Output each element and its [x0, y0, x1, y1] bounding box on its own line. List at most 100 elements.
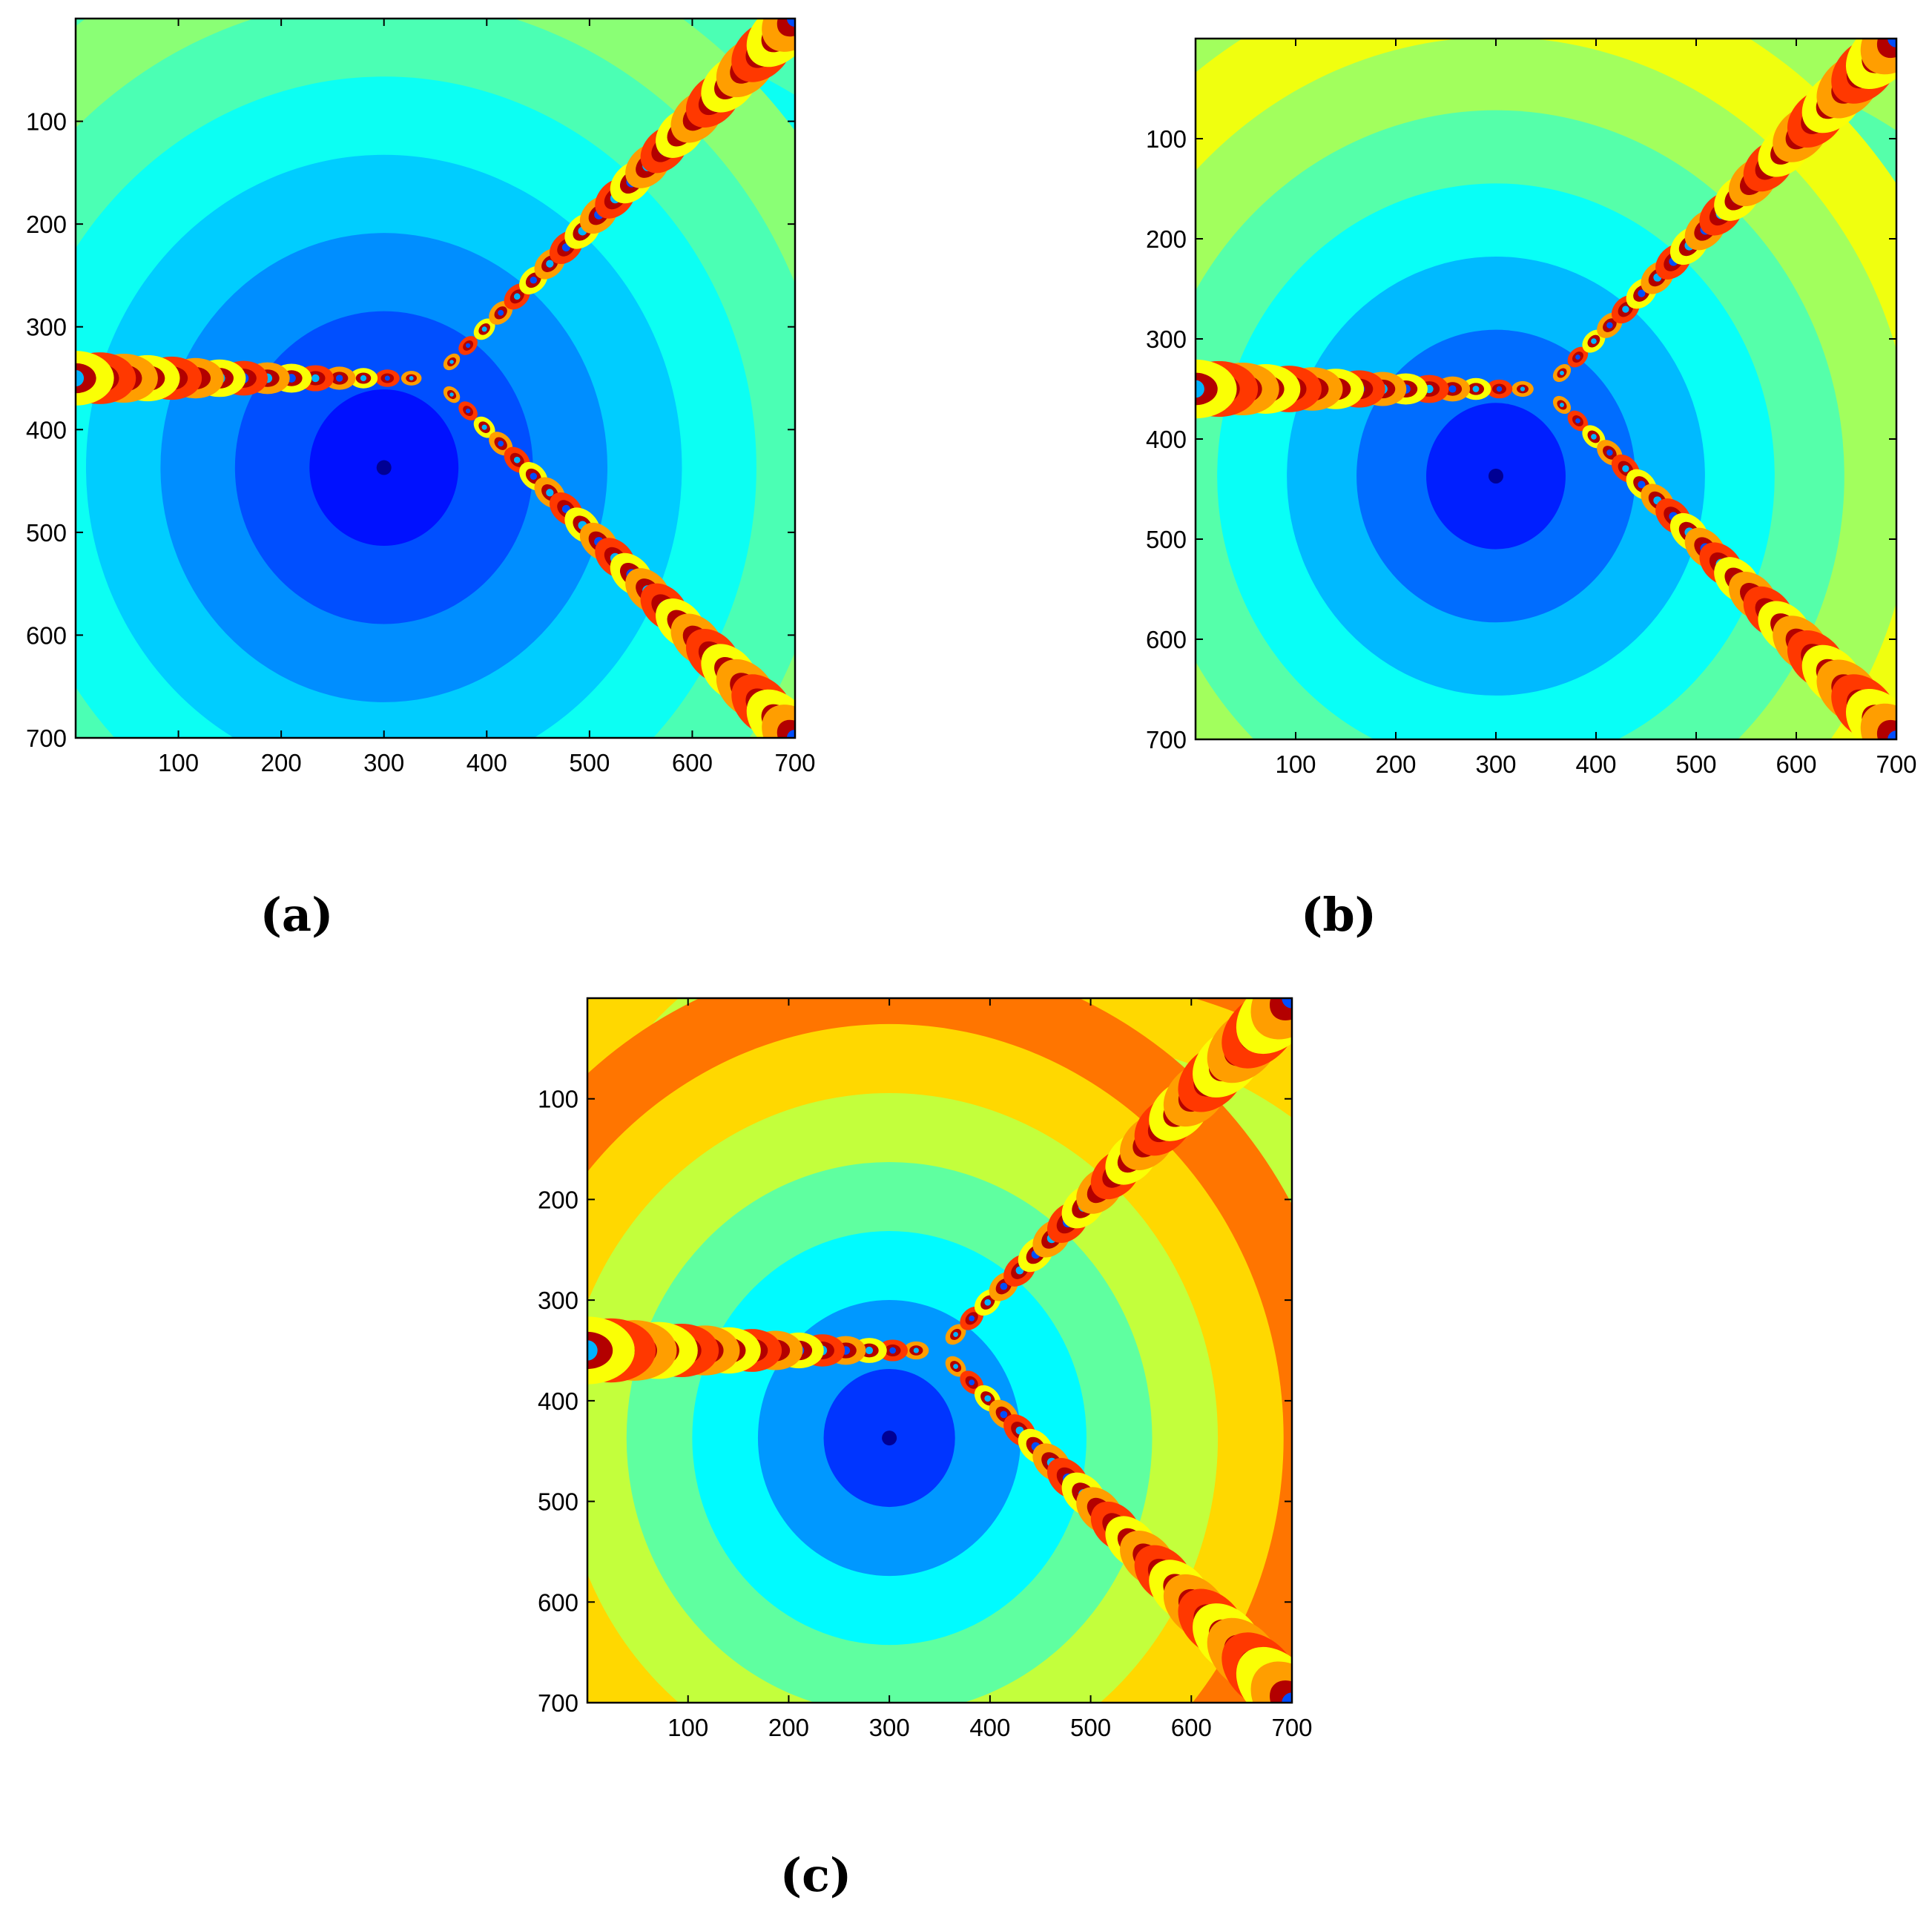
boundary-bulb — [1575, 354, 1580, 360]
y-tick-label: 400 — [538, 1388, 578, 1415]
y-tick-label: 500 — [538, 1488, 578, 1516]
boundary-bulb — [913, 1347, 919, 1353]
y-tick-label: 100 — [538, 1086, 578, 1113]
boundary-bulb — [1888, 730, 1896, 739]
root-marker — [1488, 468, 1503, 484]
x-tick-label: 400 — [1575, 750, 1616, 778]
boundary-bulb — [786, 729, 795, 738]
x-tick-label: 100 — [158, 749, 199, 776]
boundary-bulb — [889, 1347, 897, 1354]
x-tick-label: 700 — [1271, 1714, 1312, 1741]
boundary-bulb — [1622, 465, 1629, 472]
boundary-bulb — [1638, 481, 1646, 489]
boundary-bulb — [530, 276, 538, 284]
boundary-core — [1270, 998, 1292, 1020]
boundary-bulb — [1472, 386, 1480, 392]
boundary-bulb — [360, 375, 367, 382]
boundary-core — [587, 1331, 613, 1370]
boundary-bulb — [1606, 322, 1613, 329]
boundary-bulb — [1496, 386, 1503, 392]
boundary-bulb — [530, 472, 538, 481]
panel-b: 100 200 300 400 500 600 700 100 200 300 400 500 600 7… — [1146, 37, 1917, 942]
y-tick-label: 300 — [538, 1287, 578, 1314]
boundary-bulb — [786, 19, 795, 27]
panel-caption: (c) — [780, 1848, 851, 1902]
y-tick-label: 300 — [1146, 326, 1187, 353]
boundary-bulb — [481, 326, 487, 332]
boundary-bulb — [335, 375, 343, 382]
x-tick-label: 300 — [1475, 750, 1516, 778]
x-tick-label: 400 — [969, 1714, 1010, 1741]
boundary-bulb — [1888, 39, 1896, 47]
boundary-bulb — [969, 1379, 975, 1386]
boundary-bulb — [1448, 385, 1457, 393]
boundary-bulb — [1606, 449, 1613, 456]
boundary-bulb — [1000, 1282, 1008, 1290]
root-marker — [882, 1431, 897, 1446]
y-tick-label: 400 — [26, 416, 67, 443]
x-tick-label: 100 — [1275, 750, 1316, 778]
x-tick-label: 300 — [363, 749, 404, 776]
y-tick-label: 600 — [1146, 626, 1187, 653]
axes-frame — [586, 997, 1293, 1704]
axes-frame — [1194, 37, 1898, 741]
boundary-bulb — [953, 1364, 959, 1370]
boundary-bulb — [546, 260, 554, 268]
boundary-bulb — [1560, 403, 1564, 407]
boundary-halo — [1860, 39, 1896, 75]
x-tick-label: 300 — [869, 1714, 910, 1741]
boundary-bulb — [546, 489, 554, 497]
boundary-bulb — [1520, 386, 1526, 392]
heatmap-image — [1196, 39, 1896, 739]
x-tick-label: 200 — [768, 1714, 809, 1741]
boundary-bulb — [384, 375, 390, 381]
boundary-halo — [762, 705, 795, 738]
boundary-core — [1196, 372, 1218, 406]
y-tick-label: 500 — [1146, 526, 1187, 553]
panel-caption: (a) — [260, 888, 334, 942]
boundary-core — [76, 363, 96, 394]
boundary-halo — [1860, 703, 1896, 739]
x-tick-label: 200 — [261, 749, 302, 776]
boundary-bulb — [1591, 434, 1597, 440]
x-tick-label: 100 — [667, 1714, 708, 1741]
boundary-bulb — [587, 1340, 598, 1361]
x-tick-label: 700 — [1876, 750, 1916, 778]
boundary-halo — [1250, 1661, 1292, 1703]
y-tick-label: 700 — [26, 725, 67, 752]
x-tick-label: 600 — [672, 749, 713, 776]
y-tick-label: 300 — [26, 314, 67, 341]
boundary-bulb — [513, 456, 521, 463]
y-tick-label: 100 — [26, 108, 67, 136]
x-tick-label: 500 — [1070, 1714, 1111, 1741]
boundary-bulb — [953, 1331, 959, 1337]
boundary-bulb — [449, 392, 454, 397]
boundary-bulb — [1000, 1410, 1008, 1419]
x-tick-label: 500 — [1675, 750, 1716, 778]
boundary-bulb — [1196, 380, 1204, 398]
boundary-bulb — [513, 293, 521, 300]
y-tick-label: 200 — [26, 211, 67, 238]
panel-a: 100 200 300 400 500 600 700 100 200 300 400 500 600 7… — [26, 17, 816, 942]
y-tick-label: 700 — [538, 1689, 578, 1717]
boundary-bulb — [481, 424, 487, 430]
x-tick-label: 600 — [1776, 750, 1816, 778]
boundary-bulb — [409, 376, 414, 380]
y-tick-label: 200 — [538, 1186, 578, 1213]
boundary-bulb — [1560, 371, 1564, 375]
y-tick-label: 100 — [1146, 125, 1187, 153]
boundary-bulb — [1575, 418, 1580, 423]
boundary-core — [1270, 1680, 1292, 1703]
heatmap-image — [76, 19, 795, 738]
boundary-halo — [1250, 998, 1292, 1040]
boundary-bulb — [76, 369, 85, 387]
boundary-bulb — [1591, 338, 1597, 344]
boundary-bulb — [498, 441, 504, 447]
axes-frame — [74, 17, 797, 739]
y-tick-label: 200 — [1146, 225, 1187, 253]
heatmap-image — [587, 998, 1292, 1703]
boundary-bulb — [969, 1315, 975, 1322]
boundary-bulb — [865, 1346, 874, 1355]
x-tick-label: 700 — [774, 749, 815, 776]
